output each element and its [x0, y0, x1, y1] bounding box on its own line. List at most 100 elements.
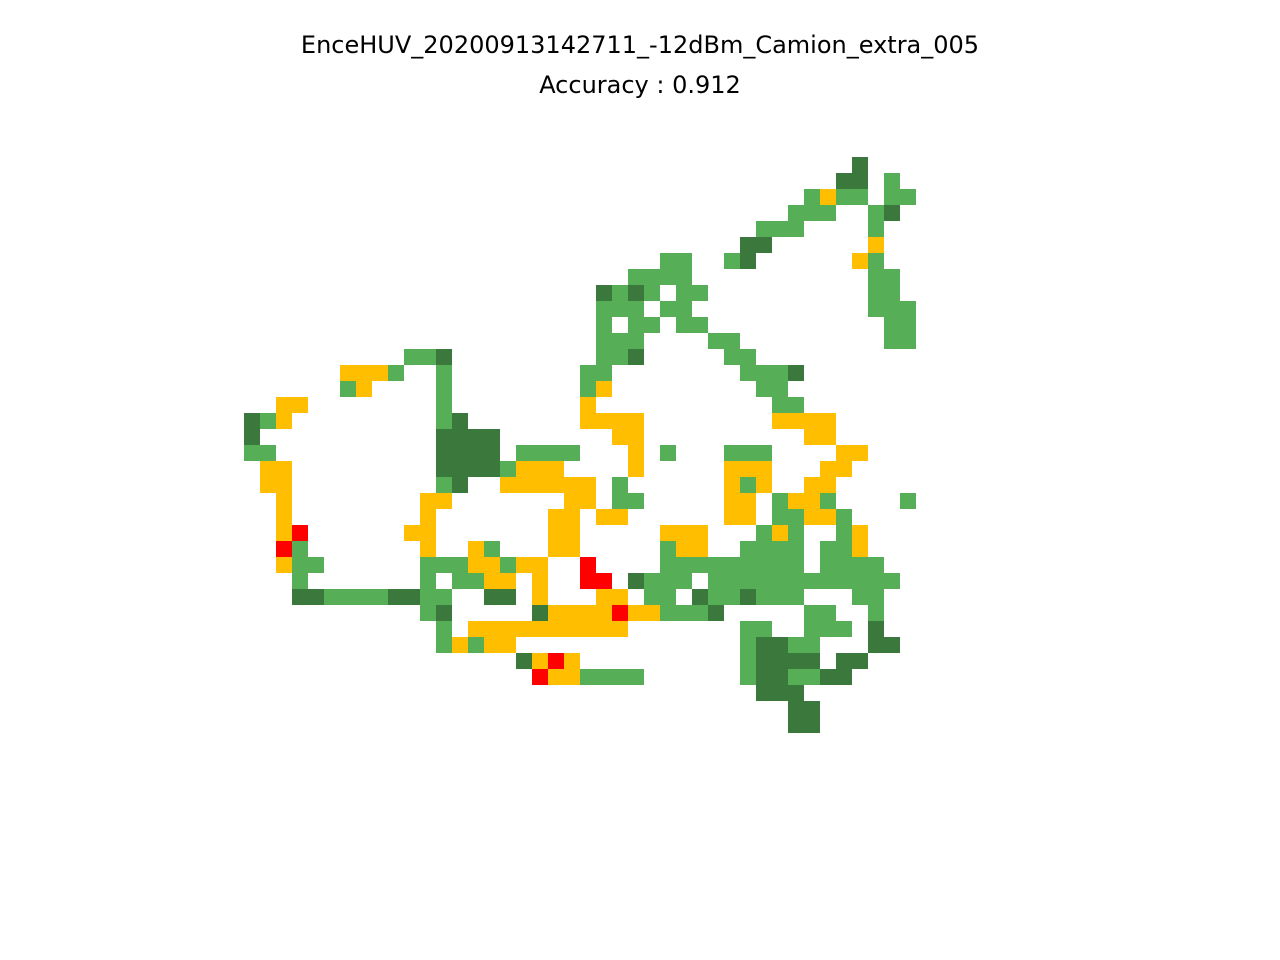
heatmap-cell [868, 221, 884, 237]
heatmap-cell [580, 557, 596, 573]
heatmap-cell [772, 557, 788, 573]
heatmap-cell [740, 637, 756, 653]
heatmap-cell [596, 317, 612, 333]
heatmap-cell [500, 621, 516, 637]
heatmap-cell [756, 621, 772, 637]
heatmap-cell [468, 621, 484, 637]
heatmap-cell [484, 541, 500, 557]
heatmap-cell [628, 605, 644, 621]
heatmap-cell [564, 669, 580, 685]
heatmap-cell [900, 493, 916, 509]
heatmap-cell [660, 573, 676, 589]
heatmap-cell [724, 493, 740, 509]
heatmap-cell [868, 301, 884, 317]
heatmap-cell [884, 205, 900, 221]
heatmap-cell [356, 589, 372, 605]
heatmap-cell [484, 429, 500, 445]
heatmap-cell [596, 349, 612, 365]
heatmap-cell [436, 429, 452, 445]
heatmap-cell [372, 365, 388, 381]
heatmap-cell [884, 301, 900, 317]
heatmap-cell [644, 605, 660, 621]
heatmap-cell [292, 557, 308, 573]
heatmap-cell [516, 621, 532, 637]
heatmap-cell [740, 477, 756, 493]
heatmap-cell [612, 349, 628, 365]
heatmap-cell [532, 573, 548, 589]
heatmap-cell [660, 605, 676, 621]
heatmap-cell [468, 573, 484, 589]
heatmap-cell [820, 205, 836, 221]
heatmap-cell [852, 157, 868, 173]
heatmap-cell [420, 493, 436, 509]
heatmap-cell [676, 253, 692, 269]
heatmap-cell [596, 285, 612, 301]
heatmap-cell [532, 653, 548, 669]
heatmap-cell [612, 301, 628, 317]
heatmap-cell [420, 605, 436, 621]
heatmap-cell [596, 365, 612, 381]
heatmap-cell [772, 573, 788, 589]
heatmap-cell [596, 509, 612, 525]
heatmap-cell [644, 589, 660, 605]
heatmap-cell [788, 525, 804, 541]
heatmap-cell [804, 509, 820, 525]
heatmap-cell [404, 525, 420, 541]
heatmap-cell [756, 221, 772, 237]
heatmap-cell [436, 493, 452, 509]
heatmap-cell [676, 269, 692, 285]
heatmap-cell [804, 413, 820, 429]
heatmap-cell [836, 621, 852, 637]
heatmap-cell [804, 189, 820, 205]
heatmap-cell [772, 381, 788, 397]
heatmap-cell [660, 589, 676, 605]
heatmap-cell [772, 653, 788, 669]
heatmap-cell [452, 413, 468, 429]
heatmap-cell [516, 557, 532, 573]
heatmap-cell [468, 429, 484, 445]
heatmap-cell [580, 669, 596, 685]
heatmap-cell [900, 189, 916, 205]
heatmap-cell [420, 509, 436, 525]
heatmap-cell [884, 573, 900, 589]
heatmap-cell [628, 317, 644, 333]
heatmap-cell [884, 637, 900, 653]
heatmap-cell [788, 541, 804, 557]
heatmap-cell [884, 333, 900, 349]
heatmap-cell [276, 541, 292, 557]
heatmap-cell [596, 605, 612, 621]
heatmap-cell [724, 557, 740, 573]
heatmap-cell [564, 445, 580, 461]
heatmap-cell [516, 477, 532, 493]
heatmap-cell [804, 429, 820, 445]
heatmap-cell [420, 541, 436, 557]
heatmap-cell [660, 557, 676, 573]
heatmap-cell [628, 461, 644, 477]
heatmap-cell [580, 477, 596, 493]
heatmap-cell [884, 189, 900, 205]
heatmap-cell [276, 509, 292, 525]
heatmap-cell [676, 605, 692, 621]
heatmap-cell [772, 685, 788, 701]
heatmap-cell [292, 589, 308, 605]
heatmap-cell [676, 541, 692, 557]
heatmap-cell [660, 541, 676, 557]
heatmap-cell [580, 413, 596, 429]
heatmap-cell [244, 445, 260, 461]
heatmap-cell [596, 333, 612, 349]
heatmap-cell [724, 573, 740, 589]
heatmap-cell [756, 445, 772, 461]
heatmap-cell [740, 557, 756, 573]
heatmap-cell [532, 445, 548, 461]
heatmap-cell [484, 589, 500, 605]
heatmap-cell [692, 285, 708, 301]
heatmap-cell [724, 589, 740, 605]
heatmap-cell [740, 541, 756, 557]
heatmap-cell [500, 589, 516, 605]
heatmap-cell [548, 669, 564, 685]
heatmap-cell [724, 333, 740, 349]
heatmap-cell [276, 525, 292, 541]
heatmap-cell [628, 445, 644, 461]
heatmap-cell [276, 461, 292, 477]
heatmap-cell [308, 589, 324, 605]
